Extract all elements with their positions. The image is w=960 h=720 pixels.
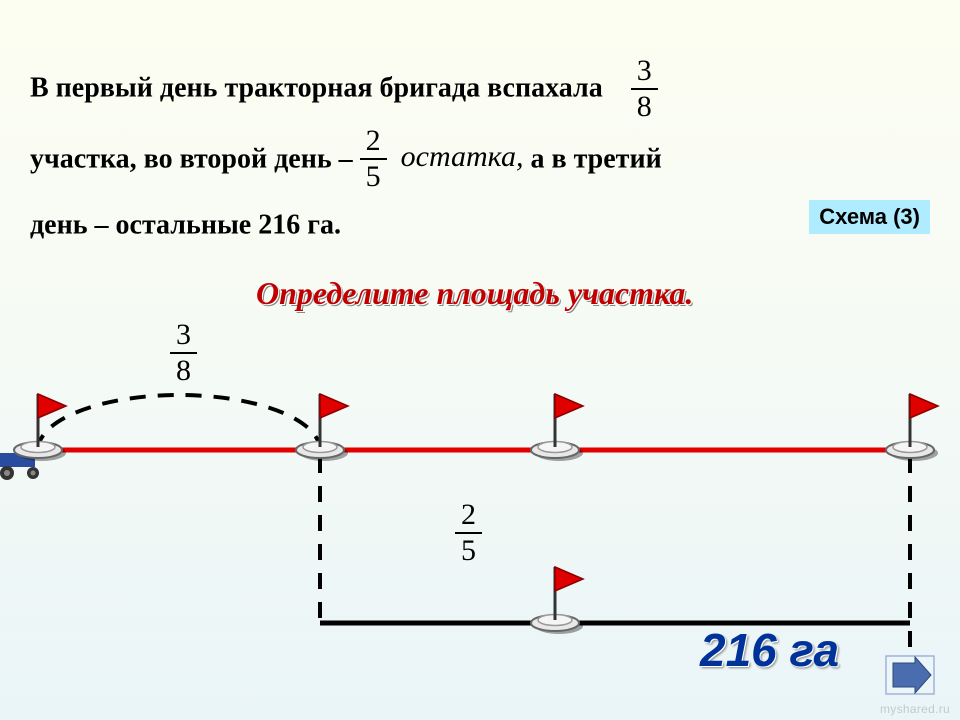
problem-line3: день – остальные 216 га. (30, 210, 341, 241)
task-title: Определите площадь участка. (256, 275, 693, 312)
schema-badge[interactable]: Схема (3) (809, 200, 930, 234)
fraction-3-8: 3 8 (631, 56, 658, 122)
diagram-fraction-2-5: 2 5 (455, 500, 482, 566)
diagram: 3 8 2 5 216 га (0, 325, 960, 685)
problem-line1: В первый день тракторная бригада вспахал… (30, 72, 603, 103)
problem-text: В первый день тракторная бригада вспахал… (30, 55, 910, 258)
problem-line2-post: а в третий (530, 143, 661, 174)
flag-marker (14, 394, 66, 461)
answer-value: 216 га (700, 623, 839, 677)
problem-line2-pre: участка, во второй день – (30, 143, 360, 174)
watermark: myshared.ru (880, 702, 950, 716)
arc-first-segment (38, 395, 320, 450)
flag-marker (886, 394, 938, 461)
fraction-2-5: 2 5 (360, 126, 387, 192)
flag-marker (531, 394, 583, 461)
flag-marker (531, 567, 583, 634)
flag-marker (296, 394, 348, 461)
ostatka-word: остатка, (401, 140, 524, 173)
diagram-fraction-3-8: 3 8 (170, 320, 197, 386)
next-arrow-button[interactable] (885, 655, 935, 695)
